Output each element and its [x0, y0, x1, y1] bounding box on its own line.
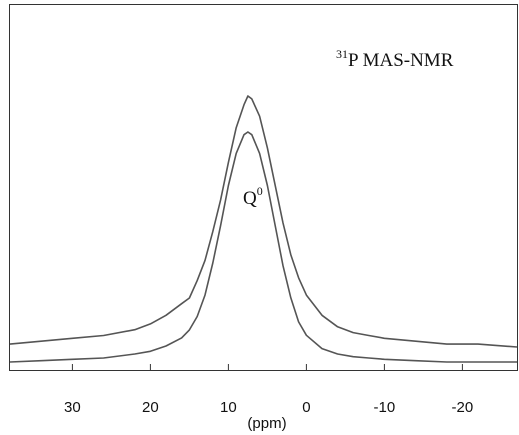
x-tick-label: -20 [452, 399, 474, 416]
spectrum-trace-lower [9, 131, 517, 363]
x-tick-label: 20 [142, 399, 159, 416]
spectrum-trace-upper [9, 95, 518, 348]
x-tick-label: 0 [302, 399, 310, 416]
x-axis-title: (ppm) [247, 415, 286, 432]
peak-label-q0: Q0 [243, 184, 263, 209]
x-tick-label: 30 [64, 399, 81, 416]
x-tick-label: 10 [220, 399, 237, 416]
plot-frame [9, 4, 518, 371]
x-tick-label: -10 [374, 399, 396, 416]
nmr-technique-label: 31P MAS-NMR [336, 47, 454, 71]
